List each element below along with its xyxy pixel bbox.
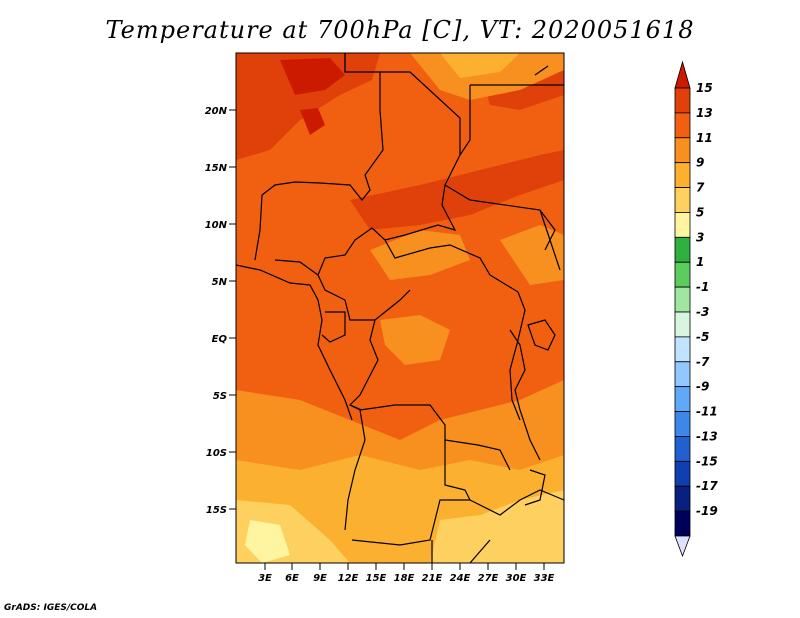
colorbar-label: 13 — [696, 106, 713, 120]
field-ne-cooler — [440, 53, 520, 78]
field-south-5b — [430, 490, 564, 563]
colorbar-swatch — [674, 112, 691, 139]
colorbar-swatch — [674, 261, 691, 288]
field-hot-core-1 — [280, 58, 345, 95]
border-nigeria — [254, 194, 319, 276]
lat-label-10n: 10N — [205, 220, 228, 231]
colorbar-swatch — [674, 436, 691, 462]
lon-label-18e: 18E — [394, 573, 415, 584]
lat-label-eq: EQ — [212, 334, 228, 345]
colorbar-label: -15 — [696, 454, 718, 468]
lon-label-12e: 12E — [338, 573, 359, 584]
field-east-9 — [500, 225, 564, 285]
lake-victoria — [527, 319, 556, 351]
colorbar-label: -9 — [696, 380, 709, 394]
lon-label-30e: 30E — [506, 573, 527, 584]
border-zambia — [469, 489, 565, 516]
border-drc-south — [349, 404, 511, 471]
lon-label-9e: 9E — [313, 573, 327, 584]
colorbar-swatch — [674, 460, 691, 487]
colorbar-label: -5 — [696, 330, 709, 344]
colorbar-arrow-top — [674, 60, 691, 89]
border-car — [384, 239, 519, 293]
lon-label-33e: 33E — [534, 573, 555, 584]
coastline — [235, 65, 556, 506]
colorbar-label: 15 — [696, 81, 713, 95]
field-central-9a — [370, 230, 470, 280]
lat-label-5s: 5S — [213, 391, 227, 402]
colorbar-swatch — [674, 236, 691, 263]
border-libya-egypt — [459, 84, 564, 156]
colorbar-label: 11 — [696, 131, 713, 145]
lon-label-3e: 3E — [258, 573, 272, 584]
lat-label-15n: 15N — [205, 163, 228, 174]
border-ssudan — [539, 209, 561, 271]
colorbar-arrow-bottom — [674, 535, 691, 558]
colorbar-swatch — [674, 87, 691, 114]
colorbar-label: -17 — [696, 479, 718, 493]
border-drc-east — [509, 291, 526, 421]
colorbar: 15 13 11 9 7 5 3 1 -1 -3 -5 -7 -9 -11 -13 -15 -17 -19 — [674, 60, 718, 558]
lon-label-21e: 21E — [422, 573, 443, 584]
coast-ne — [534, 65, 549, 76]
lat-label-10s: 10S — [206, 448, 227, 459]
border-gabon — [321, 311, 346, 343]
lat-label-15s: 15S — [206, 505, 227, 516]
colorbar-label: 9 — [696, 156, 704, 170]
lake-south — [524, 469, 546, 506]
colorbar-label: -11 — [696, 405, 718, 419]
colorbar-swatch — [674, 411, 691, 437]
grads-credit: GrADS: IGES/COLA — [4, 603, 98, 613]
colorbar-swatch — [674, 286, 691, 313]
lakes-east — [509, 329, 541, 461]
field-hot-core-2 — [300, 108, 325, 135]
country-borders — [254, 53, 565, 564]
map-frame — [235, 52, 565, 564]
colorbar-swatch — [674, 137, 691, 164]
border-chad — [371, 71, 461, 241]
colorbar-swatch — [674, 361, 691, 388]
lon-label-15e: 15E — [366, 573, 387, 584]
border-south — [431, 539, 491, 564]
colorbar-swatch — [674, 212, 691, 238]
field-warm-nw — [236, 53, 380, 160]
colorbar-label: 5 — [696, 205, 704, 219]
colorbar-swatch — [674, 336, 691, 363]
colorbar-swatch — [674, 187, 691, 213]
colorbar-label: 1 — [696, 255, 704, 269]
lat-axis: 20N 15N 10N 5N EQ 5S 10S 15S — [205, 106, 236, 516]
colorbar-label: 7 — [696, 181, 705, 195]
field-warm-band — [350, 150, 564, 230]
lon-axis: 3E 6E 9E 12E 15E 18E 21E 24E 27E 30E 33E — [258, 563, 555, 584]
border-cameroon — [317, 227, 373, 301]
colorbar-label: -13 — [696, 429, 718, 443]
colorbar-swatch — [674, 485, 691, 512]
lat-label-5n: 5N — [212, 277, 228, 288]
coast-west — [235, 264, 353, 421]
lat-label-20n: 20N — [205, 106, 228, 117]
colorbar-label: 3 — [696, 230, 704, 244]
field-central-9b — [380, 315, 450, 365]
lon-label-6e: 6E — [285, 573, 299, 584]
colorbar-label: -19 — [696, 504, 718, 518]
temperature-field — [236, 53, 564, 563]
field-south-3 — [245, 520, 290, 563]
colorbar-swatch — [674, 162, 691, 188]
colorbar-swatch — [674, 386, 691, 412]
map-title: Temperature at 700hPa [C], VT: 202005161… — [105, 16, 695, 44]
lon-label-27e: 27E — [478, 573, 499, 584]
colorbar-swatch — [674, 510, 691, 537]
colorbar-swatch — [674, 311, 691, 338]
colorbar-label: -1 — [696, 280, 709, 294]
lon-label-24e: 24E — [450, 573, 471, 584]
colorbar-label: -3 — [696, 305, 709, 319]
colorbar-label: -7 — [696, 355, 710, 369]
field-ne-cool — [410, 53, 564, 100]
border-angola-s — [351, 440, 471, 546]
border-angola-w — [344, 409, 366, 531]
